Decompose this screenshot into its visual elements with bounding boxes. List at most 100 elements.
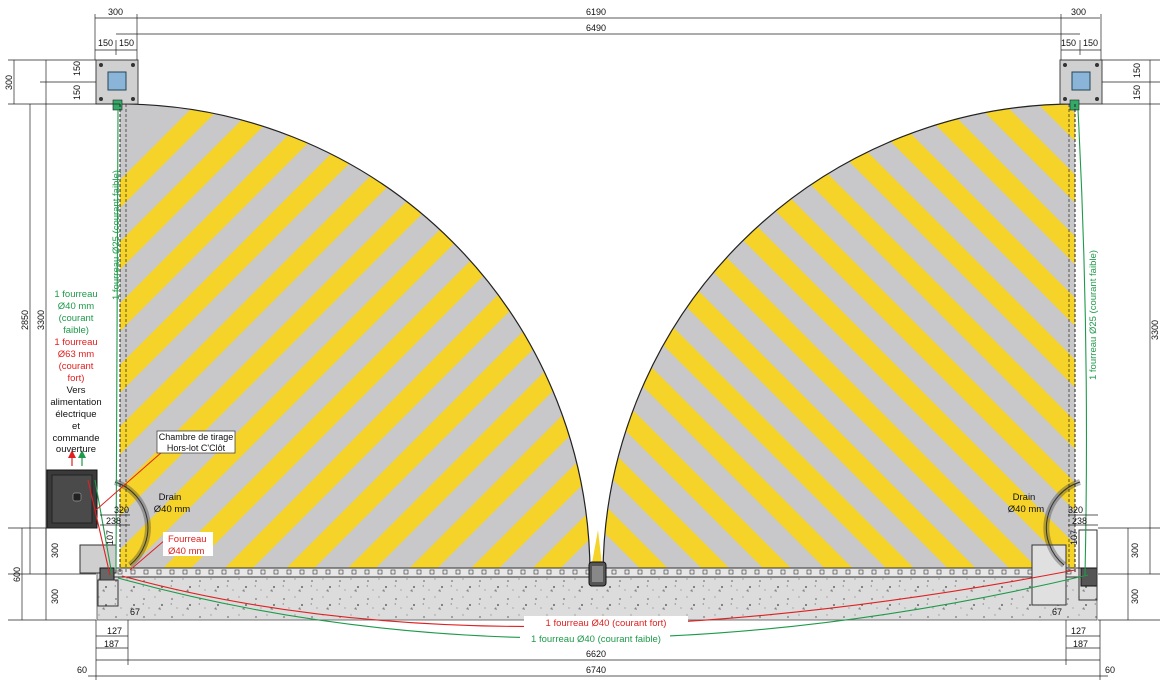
note-black-line-4: et (72, 421, 80, 432)
dim-left-238: 238 (106, 516, 121, 526)
drain-right-line-2: Ø40 mm (1008, 504, 1045, 515)
rail-tick (871, 569, 877, 575)
rail-tick (377, 569, 383, 575)
rail-tick (910, 569, 916, 575)
note-left-vertical: 1 fourreau Ø25 (courant faible) (111, 170, 122, 300)
note-black-line-1: Vers (66, 385, 85, 396)
dim-6190: 6190 (586, 7, 606, 17)
rail-tick (936, 569, 942, 575)
yellow-stripe (120, 104, 288, 574)
yellow-stripe (603, 104, 823, 574)
dim-bottom-left-60: 60 (77, 665, 87, 675)
rail-tick (390, 569, 396, 575)
note-black-line-2: alimentation (50, 397, 101, 408)
rail-tick (130, 569, 136, 575)
rail-tick (286, 569, 292, 575)
yellow-stripe (603, 104, 885, 574)
fourreau-label: Fourreau Ø40 mm (163, 532, 213, 557)
rail-tick (416, 569, 422, 575)
note-black-line-6: ouverture (56, 444, 96, 455)
yellow-stripe (120, 104, 473, 574)
rail-tick (663, 569, 669, 575)
rail-tick (507, 569, 513, 575)
bottom-red-note: 1 fourreau Ø40 (courant fort) (546, 618, 667, 629)
rail-tick (819, 569, 825, 575)
rail-tick (260, 569, 266, 575)
drain-right-label: Drain Ø40 mm (1008, 492, 1045, 515)
rail-tick (559, 569, 565, 575)
chambre-de-tirage (46, 469, 98, 529)
rail-tick (715, 569, 721, 575)
dim-left-320: 320 (114, 505, 129, 515)
rail-tick (338, 569, 344, 575)
rail-tick (221, 569, 227, 575)
dim-right-300-top: 300 (1130, 543, 1140, 558)
rail-tick (481, 569, 487, 575)
dim-right-238: 238 (1072, 516, 1087, 526)
dim-top-right-150b: 150 (1083, 38, 1098, 48)
note-red-line-4: fort) (68, 373, 85, 384)
note-green-line-1: 1 fourreau (54, 289, 97, 300)
rail-tick (897, 569, 903, 575)
rail-tick (520, 569, 526, 575)
rail-tick (884, 569, 890, 575)
dim-left-187: 187 (104, 639, 119, 649)
rail-tick (611, 569, 617, 575)
rail-tick (156, 569, 162, 575)
dim-right-320: 320 (1068, 505, 1083, 515)
yellow-stripe (789, 104, 1075, 574)
yellow-stripe (603, 104, 1008, 574)
yellow-stripe (120, 104, 350, 574)
rail-tick (325, 569, 331, 575)
left-post (95, 59, 139, 111)
note-red-line-3: (courant (59, 361, 94, 372)
rail-tick (364, 569, 370, 575)
drain-left-line-1: Drain (159, 492, 182, 503)
rail-tick (273, 569, 279, 575)
dim-6620: 6620 (586, 649, 606, 659)
rail-tick (741, 569, 747, 575)
drain-left-line-2: Ø40 mm (154, 504, 191, 515)
note-black-line-3: électrique (55, 409, 96, 420)
yellow-stripe (912, 104, 1075, 574)
drain-right-line-1: Drain (1013, 492, 1036, 503)
yellow-stripe (120, 104, 412, 574)
rail-tick (468, 569, 474, 575)
dim-left-300: 300 (4, 75, 14, 90)
note-red-line-2: Ø63 mm (58, 349, 95, 360)
rail-tick (572, 569, 578, 575)
dim-left-127: 127 (107, 626, 122, 636)
rail-tick (429, 569, 435, 575)
dim-top-left-150b: 150 (119, 38, 134, 48)
yellow-stripe (192, 104, 590, 574)
note-black-line-5: commande (53, 433, 100, 444)
drain-left-label: Drain Ø40 mm (154, 492, 191, 515)
dim-2850: 2850 (20, 310, 30, 330)
dimension-lines (8, 14, 1160, 680)
rail-tick (624, 569, 630, 575)
dimension-labels: 300 150 150 6190 6490 300 150 150 300 15… (4, 7, 1160, 675)
rail-tick (247, 569, 253, 575)
rail-tick (975, 569, 981, 575)
dim-bottom-right-60: 60 (1105, 665, 1115, 675)
note-green-line-4: faible) (63, 325, 89, 336)
dim-top-left-300: 300 (108, 7, 123, 17)
rail-tick (780, 569, 786, 575)
yellow-stripe (316, 104, 590, 574)
dim-right-3300: 3300 (1150, 320, 1160, 340)
dim-right-300-bottom: 300 (1130, 589, 1140, 604)
yellow-stripe (727, 104, 1075, 574)
rail-tick (312, 569, 318, 575)
rail-tick (832, 569, 838, 575)
rail-tick (806, 569, 812, 575)
chambre-label: Chambre de tirage Hors-lot C'Clôt (156, 430, 236, 454)
dim-right-127: 127 (1071, 626, 1086, 636)
rail-tick (494, 569, 500, 575)
rail-tick (637, 569, 643, 575)
rail-tick (650, 569, 656, 575)
rail-tick (195, 569, 201, 575)
bottom-green-note: 1 fourreau Ø40 (courant faible) (531, 634, 661, 645)
rail-tick (455, 569, 461, 575)
rail-tick (858, 569, 864, 575)
dim-top-left-150a: 150 (98, 38, 113, 48)
